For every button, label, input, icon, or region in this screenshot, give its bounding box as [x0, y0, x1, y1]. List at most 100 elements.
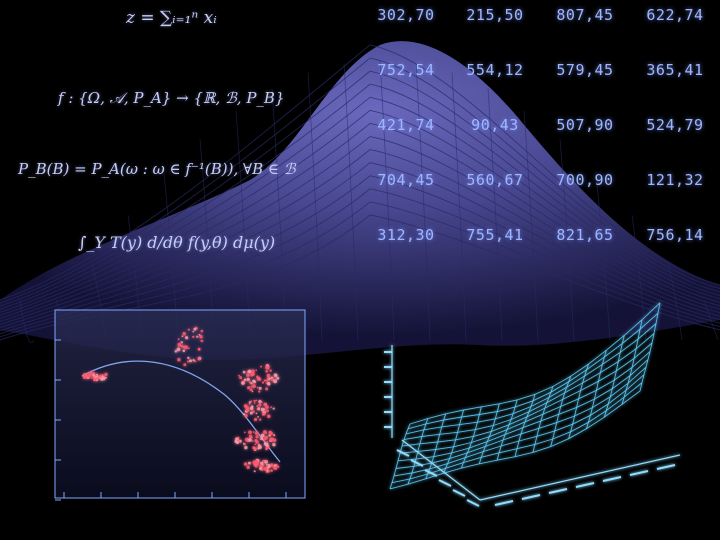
scatter-point: [87, 375, 89, 377]
scatter-point: [254, 470, 256, 472]
scatter-point: [196, 336, 198, 338]
scatter-point: [256, 413, 258, 415]
scatter-point: [192, 336, 194, 338]
scatter-point: [182, 346, 185, 349]
number-cell: 312,30: [362, 226, 450, 244]
scatter-point: [275, 374, 277, 376]
scatter-point: [255, 464, 257, 466]
number-cell: 700,90: [540, 171, 630, 189]
number-cell: 524,79: [630, 116, 720, 134]
scatter-point: [260, 366, 262, 368]
scatter-point: [194, 360, 196, 362]
scatter-plot: [55, 310, 305, 500]
scatter-point: [253, 431, 255, 433]
scatter-point: [256, 460, 258, 462]
scatter-point: [244, 443, 246, 445]
number-cell: 821,65: [540, 226, 630, 244]
scatter-point: [258, 391, 260, 393]
scatter-point: [257, 416, 259, 418]
formula-integral: ∫_Y T(y) d/dθ f(y,θ) dμ(y): [78, 233, 275, 252]
scatter-point: [247, 466, 250, 469]
number-row: 302,70 215,50 807,45 622,74: [362, 6, 720, 61]
scatter-point: [238, 375, 240, 377]
scatter-point: [244, 446, 247, 449]
scatter-point: [252, 460, 256, 464]
wireframe-tick: [576, 483, 594, 487]
scatter-point: [244, 379, 247, 382]
wireframe-tick: [439, 480, 451, 486]
scatter-point: [199, 335, 202, 338]
scatter-point: [182, 335, 184, 337]
scatter-point: [245, 438, 249, 442]
wireframe-line: [400, 352, 650, 454]
scatter-point: [269, 466, 271, 468]
scatter-point: [183, 363, 186, 366]
scatter-point: [277, 466, 279, 468]
scatter-point: [250, 386, 252, 388]
scatter-point: [273, 434, 275, 436]
scatter-point: [243, 371, 246, 374]
number-cell: 807,45: [540, 6, 630, 24]
scatter-point: [273, 408, 275, 410]
scatter-point: [178, 338, 180, 340]
scatter-point: [248, 370, 252, 374]
scatter-point: [251, 382, 253, 384]
scatter-point: [266, 460, 268, 462]
scatter-point: [253, 400, 255, 402]
wireframe-line: [402, 343, 652, 446]
scatter-point: [264, 467, 268, 471]
wireframe-tick: [549, 489, 567, 493]
scatter-point: [273, 379, 277, 383]
scatter-point: [251, 405, 254, 408]
scatter-point: [247, 378, 250, 381]
scatter-point: [187, 361, 189, 363]
number-cell: 756,14: [630, 226, 720, 244]
scatter-point: [260, 463, 262, 465]
number-cell: 215,50: [450, 6, 540, 24]
number-row: 752,54 554,12 579,45 365,41: [362, 61, 720, 116]
number-cell: 579,45: [540, 61, 630, 79]
scatter-point: [183, 332, 186, 335]
scatter-point: [257, 407, 260, 410]
scatter-point: [244, 432, 246, 434]
scatter-point: [270, 469, 273, 472]
scatter-point: [91, 377, 93, 379]
scatter-point: [241, 381, 244, 384]
wireframe-line: [394, 375, 644, 476]
number-cell: 365,41: [630, 61, 720, 79]
scatter-point: [248, 438, 252, 442]
number-cell: 121,32: [630, 171, 720, 189]
number-cell: 554,12: [450, 61, 540, 79]
scatter-point: [267, 365, 270, 368]
scatter-point: [260, 438, 262, 440]
scatter-point: [265, 370, 268, 373]
scatter-point: [267, 382, 270, 385]
scatter-point: [267, 415, 271, 419]
scatter-point: [246, 373, 250, 377]
scatter-point: [250, 462, 252, 464]
wireframe-tick: [522, 495, 540, 499]
scatter-point: [181, 341, 183, 343]
scatter-point: [266, 464, 268, 466]
scatter-point: [258, 377, 260, 379]
scatter-point: [254, 444, 256, 446]
scatter-point: [258, 448, 260, 450]
scatter-point: [259, 387, 262, 390]
scatter-point: [255, 369, 257, 371]
scatter-point: [201, 340, 203, 342]
scatter-point: [255, 431, 259, 435]
scatter-point: [104, 373, 107, 376]
scatter-point: [183, 350, 186, 353]
scatter-point: [253, 380, 256, 383]
scatter-point: [177, 343, 181, 347]
scatter-point: [266, 441, 268, 443]
scatter-point: [274, 464, 276, 466]
scatter-point: [249, 435, 252, 438]
scatter-point: [257, 387, 259, 389]
wireframe-tick: [397, 450, 409, 456]
number-cell: 752,54: [362, 61, 450, 79]
scatter-point: [258, 403, 261, 406]
scatter-point: [255, 435, 258, 438]
scatter-point: [270, 406, 272, 408]
scatter-point: [276, 377, 279, 380]
